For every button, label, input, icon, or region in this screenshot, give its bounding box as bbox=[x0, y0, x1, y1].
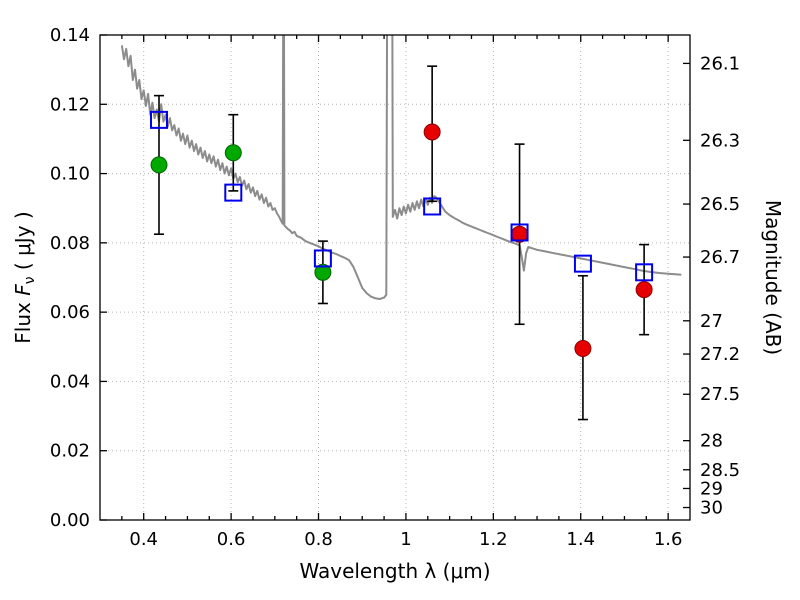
axis-titles: Wavelength λ (μm) Flux Fν ( μJy ) Magnitud… bbox=[11, 200, 785, 583]
svg-text:0.4: 0.4 bbox=[129, 529, 158, 550]
svg-text:0.02: 0.02 bbox=[50, 441, 90, 462]
x-axis-label: Wavelength λ (μm) bbox=[299, 559, 490, 583]
spectrum-line bbox=[120, 35, 682, 300]
blue-square-point bbox=[313, 249, 332, 268]
y-axis-left-label: Flux Fν ( μJy ) bbox=[11, 211, 38, 343]
blue-square-point bbox=[573, 254, 592, 273]
green-data-point bbox=[150, 156, 168, 174]
svg-text:0.14: 0.14 bbox=[50, 25, 90, 46]
svg-text:0.00: 0.00 bbox=[50, 510, 90, 531]
green-data-point bbox=[314, 263, 332, 281]
green-data-point bbox=[224, 144, 242, 162]
svg-text:1.6: 1.6 bbox=[654, 529, 683, 550]
red-data-point bbox=[574, 340, 592, 358]
svg-text:28.5: 28.5 bbox=[700, 460, 740, 481]
svg-text:27.2: 27.2 bbox=[700, 344, 740, 365]
red-data-point bbox=[423, 123, 441, 141]
svg-text:30: 30 bbox=[700, 498, 723, 519]
svg-text:29: 29 bbox=[700, 478, 723, 499]
blue-square-point bbox=[423, 197, 442, 216]
model-photometry-squares bbox=[150, 110, 654, 282]
svg-text:26.3: 26.3 bbox=[700, 130, 740, 151]
svg-text:26.5: 26.5 bbox=[700, 194, 740, 215]
svg-text:1: 1 bbox=[400, 529, 411, 550]
svg-text:28: 28 bbox=[700, 431, 723, 452]
svg-text:0.8: 0.8 bbox=[304, 529, 333, 550]
svg-text:0.06: 0.06 bbox=[50, 302, 90, 323]
blue-square-point bbox=[510, 223, 529, 242]
svg-text:27.5: 27.5 bbox=[700, 384, 740, 405]
svg-text:27: 27 bbox=[700, 311, 723, 332]
svg-text:0.08: 0.08 bbox=[50, 233, 90, 254]
red-data-point bbox=[635, 281, 653, 299]
svg-text:0.10: 0.10 bbox=[50, 164, 90, 185]
x-tick-labels: 0.4 0.6 0.8 1 1.2 1.4 1.6 bbox=[129, 529, 682, 550]
y-axis-right-label: Magnitude (AB) bbox=[761, 200, 785, 355]
blue-square-point bbox=[635, 263, 654, 282]
red-photometry-points bbox=[423, 123, 653, 358]
axes-frame bbox=[99, 34, 691, 521]
svg-text:0.04: 0.04 bbox=[50, 371, 90, 392]
svg-text:0.6: 0.6 bbox=[217, 529, 246, 550]
svg-text:1.2: 1.2 bbox=[479, 529, 508, 550]
blue-square-point bbox=[224, 183, 243, 202]
svg-text:1.4: 1.4 bbox=[566, 529, 595, 550]
green-photometry-points bbox=[150, 144, 332, 281]
grid-lines bbox=[100, 34, 690, 521]
axis-ticks bbox=[100, 34, 690, 521]
blue-square-point bbox=[150, 110, 168, 129]
svg-text:26.1: 26.1 bbox=[700, 53, 740, 74]
svg-text:26.7: 26.7 bbox=[700, 247, 740, 268]
svg-text:0.12: 0.12 bbox=[50, 94, 90, 115]
y-left-tick-labels: 0.00 0.02 0.04 0.06 0.08 0.10 0.12 0.14 bbox=[50, 25, 90, 531]
